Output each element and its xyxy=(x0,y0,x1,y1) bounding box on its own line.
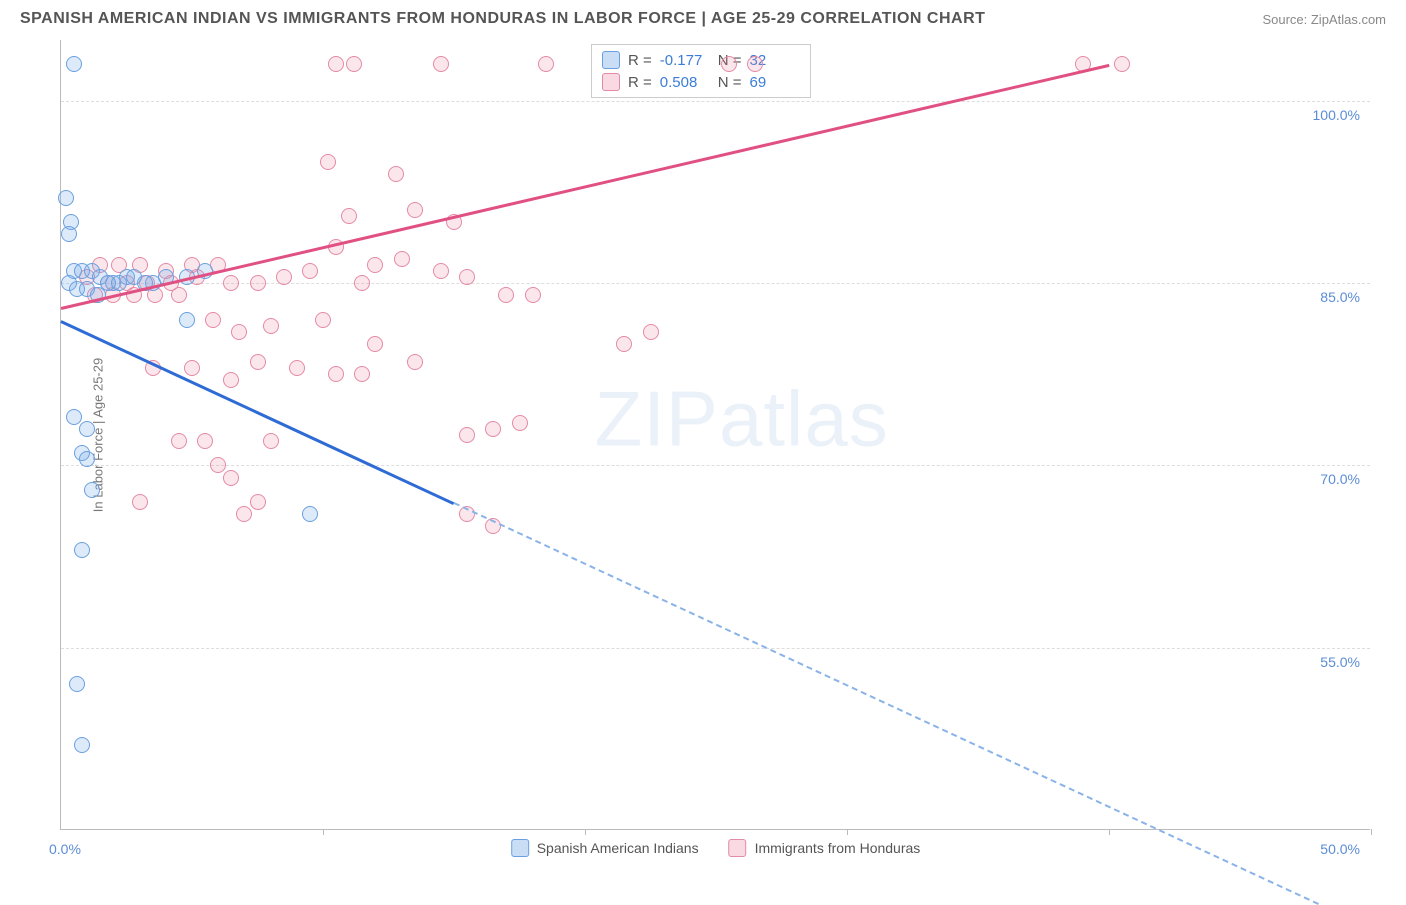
scatter-point-series1 xyxy=(74,542,90,558)
scatter-point-series2 xyxy=(354,275,370,291)
scatter-point-series2 xyxy=(433,263,449,279)
scatter-point-series2 xyxy=(263,433,279,449)
source-attribution: Source: ZipAtlas.com xyxy=(1262,12,1386,27)
scatter-point-series2 xyxy=(132,494,148,510)
scatter-point-series2 xyxy=(485,421,501,437)
scatter-point-series2 xyxy=(210,457,226,473)
scatter-point-series2 xyxy=(367,336,383,352)
scatter-point-series2 xyxy=(171,287,187,303)
x-tick-mark xyxy=(847,829,848,835)
gridline xyxy=(61,465,1370,466)
x-tick-mark xyxy=(1371,829,1372,835)
scatter-point-series2 xyxy=(231,324,247,340)
scatter-point-series2 xyxy=(184,360,200,376)
scatter-point-series2 xyxy=(538,56,554,72)
scatter-point-series2 xyxy=(367,257,383,273)
scatter-point-series2 xyxy=(498,287,514,303)
y-tick-label: 85.0% xyxy=(1320,289,1360,305)
scatter-point-series2 xyxy=(394,251,410,267)
scatter-point-series2 xyxy=(236,506,252,522)
correlation-stats-box: R = -0.177 N = 32 R = 0.508 N = 69 xyxy=(591,44,811,98)
scatter-point-series1 xyxy=(66,409,82,425)
swatch-pink-icon xyxy=(602,73,620,91)
scatter-point-series2 xyxy=(346,56,362,72)
chart-legend: Spanish American Indians Immigrants from… xyxy=(511,839,921,857)
scatter-point-series2 xyxy=(223,470,239,486)
scatter-point-series2 xyxy=(263,318,279,334)
scatter-point-series2 xyxy=(197,433,213,449)
scatter-point-series2 xyxy=(223,372,239,388)
stats-row-series1: R = -0.177 N = 32 xyxy=(602,49,800,71)
scatter-point-series2 xyxy=(289,360,305,376)
scatter-point-series2 xyxy=(320,154,336,170)
x-axis-max-label: 50.0% xyxy=(1320,841,1360,857)
scatter-point-series2 xyxy=(341,208,357,224)
scatter-point-series2 xyxy=(525,287,541,303)
scatter-point-series2 xyxy=(250,354,266,370)
y-tick-label: 55.0% xyxy=(1320,654,1360,670)
scatter-point-series1 xyxy=(179,312,195,328)
scatter-point-series2 xyxy=(388,166,404,182)
x-tick-mark xyxy=(585,829,586,835)
scatter-point-series2 xyxy=(747,56,763,72)
swatch-blue-icon xyxy=(511,839,529,857)
scatter-point-series2 xyxy=(250,494,266,510)
scatter-point-series2 xyxy=(407,354,423,370)
scatter-point-series2 xyxy=(512,415,528,431)
y-tick-label: 100.0% xyxy=(1313,107,1360,123)
chart-title: SPANISH AMERICAN INDIAN VS IMMIGRANTS FR… xyxy=(20,10,985,28)
scatter-point-series2 xyxy=(407,202,423,218)
x-axis-min-label: 0.0% xyxy=(49,841,81,857)
scatter-point-series1 xyxy=(79,421,95,437)
swatch-blue-icon xyxy=(602,51,620,69)
scatter-point-series2 xyxy=(223,275,239,291)
scatter-point-series2 xyxy=(616,336,632,352)
gridline xyxy=(61,648,1370,649)
legend-item-series1: Spanish American Indians xyxy=(511,839,699,857)
swatch-pink-icon xyxy=(729,839,747,857)
scatter-point-series2 xyxy=(205,312,221,328)
legend-item-series2: Immigrants from Honduras xyxy=(729,839,921,857)
scatter-point-series2 xyxy=(315,312,331,328)
scatter-point-series2 xyxy=(171,433,187,449)
scatter-point-series2 xyxy=(328,366,344,382)
scatter-point-series2 xyxy=(459,427,475,443)
y-tick-label: 70.0% xyxy=(1320,471,1360,487)
scatter-point-series2 xyxy=(250,275,266,291)
watermark: ZIPatlas xyxy=(595,373,889,464)
scatter-point-series2 xyxy=(721,56,737,72)
scatter-point-series2 xyxy=(328,56,344,72)
scatter-point-series1 xyxy=(66,56,82,72)
stats-row-series2: R = 0.508 N = 69 xyxy=(602,71,800,93)
trendline-series1-solid xyxy=(60,320,454,505)
scatter-point-series1 xyxy=(302,506,318,522)
scatter-point-series1 xyxy=(79,451,95,467)
scatter-point-series2 xyxy=(302,263,318,279)
x-tick-mark xyxy=(323,829,324,835)
x-tick-mark xyxy=(1109,829,1110,835)
scatter-point-series1 xyxy=(69,676,85,692)
scatter-point-series1 xyxy=(84,482,100,498)
scatter-point-series2 xyxy=(433,56,449,72)
scatter-point-series2 xyxy=(459,269,475,285)
gridline xyxy=(61,101,1370,102)
scatter-point-series2 xyxy=(643,324,659,340)
scatter-point-series1 xyxy=(58,190,74,206)
scatter-point-series2 xyxy=(276,269,292,285)
scatter-point-series1 xyxy=(111,275,127,291)
scatter-point-series1 xyxy=(74,737,90,753)
scatter-point-series2 xyxy=(1114,56,1130,72)
chart-plot-area: In Labor Force | Age 25-29 ZIPatlas R = … xyxy=(60,40,1370,830)
scatter-point-series2 xyxy=(354,366,370,382)
chart-header: SPANISH AMERICAN INDIAN VS IMMIGRANTS FR… xyxy=(0,0,1406,34)
scatter-point-series1 xyxy=(61,226,77,242)
